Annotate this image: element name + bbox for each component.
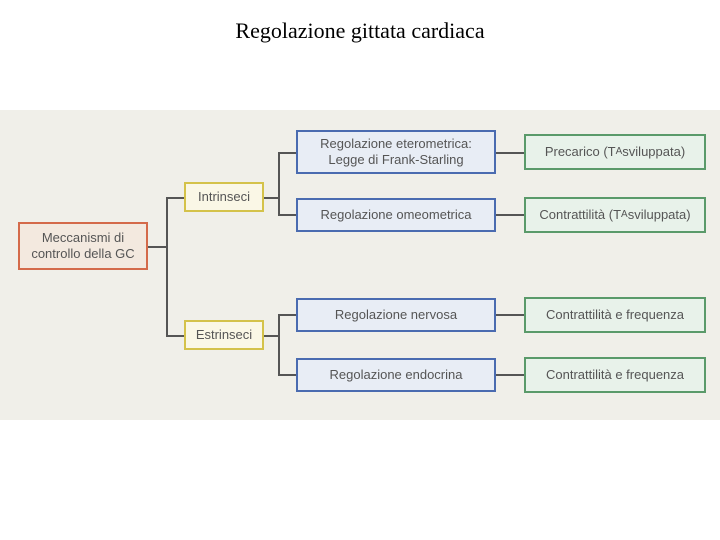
connector-1 — [166, 197, 168, 337]
connector-0 — [148, 246, 166, 248]
connector-8 — [264, 335, 278, 337]
box-out3: Contrattilità e frequenza — [524, 297, 706, 333]
box-estrinseci: Estrinseci — [184, 320, 264, 350]
connector-6 — [278, 152, 296, 154]
box-reg_omeo: Regolazione omeometrica — [296, 198, 496, 232]
connector-10 — [278, 314, 296, 316]
page-title: Regolazione gittata cardiaca — [0, 18, 720, 44]
connector-9 — [278, 314, 280, 376]
box-intrinseci: Intrinseci — [184, 182, 264, 212]
box-reg_endo: Regolazione endocrina — [296, 358, 496, 392]
box-out1: Precarico (TA sviluppata) — [524, 134, 706, 170]
connector-4 — [264, 197, 278, 199]
connector-15 — [496, 374, 524, 376]
connector-12 — [496, 152, 524, 154]
connector-5 — [278, 152, 280, 216]
connector-7 — [278, 214, 296, 216]
connector-13 — [496, 214, 524, 216]
box-out4: Contrattilità e frequenza — [524, 357, 706, 393]
box-root: Meccanismi di controllo della GC — [18, 222, 148, 270]
connector-2 — [166, 197, 184, 199]
connector-3 — [166, 335, 184, 337]
connector-11 — [278, 374, 296, 376]
box-out2: Contrattilità (TA sviluppata) — [524, 197, 706, 233]
box-reg_etero: Regolazione eterometrica:Legge di Frank-… — [296, 130, 496, 174]
box-reg_nerv: Regolazione nervosa — [296, 298, 496, 332]
connector-14 — [496, 314, 524, 316]
